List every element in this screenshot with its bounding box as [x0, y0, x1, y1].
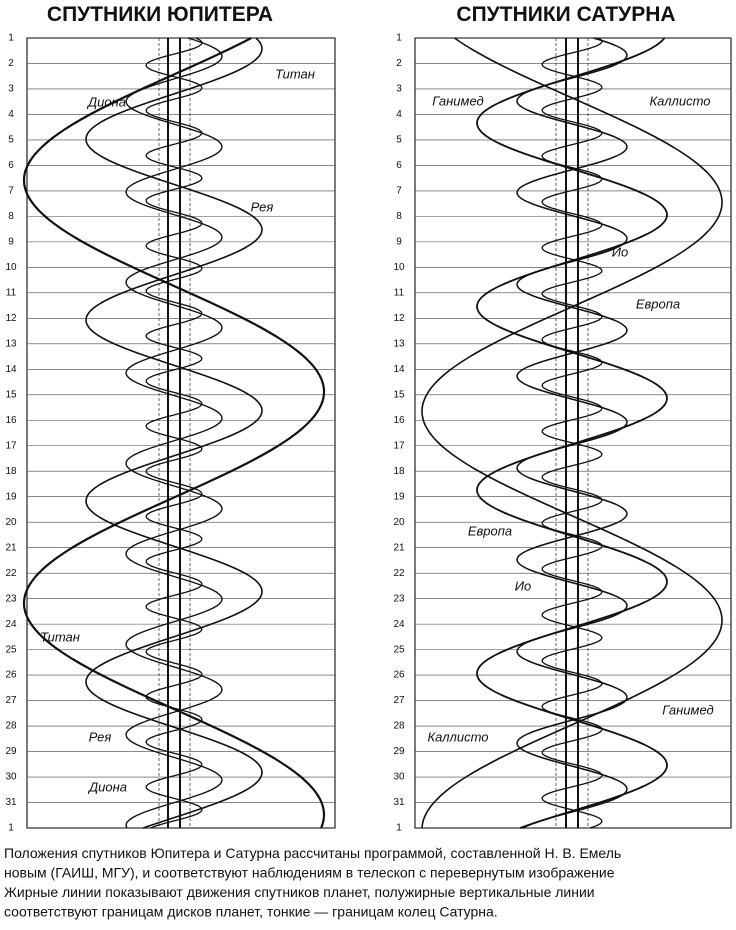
row-label: 1 [396, 823, 402, 834]
moon-label: Ио [515, 578, 532, 593]
row-label: 1 [8, 33, 14, 44]
row-label: 1 [8, 823, 14, 834]
row-label: 16 [393, 415, 405, 426]
moon-label: Ио [612, 244, 629, 259]
row-label: 21 [5, 542, 17, 553]
row-label: 9 [8, 237, 14, 248]
orbit-curve [421, 37, 723, 829]
row-label: 10 [5, 262, 17, 273]
moon-label: Рея [89, 729, 112, 744]
row-label: 17 [5, 440, 17, 451]
row-label: 8 [8, 211, 14, 222]
row-label: 6 [396, 160, 402, 171]
moon-label: Ганимед [432, 93, 483, 108]
row-label: 24 [5, 619, 17, 630]
row-label: 19 [5, 491, 17, 502]
row-label: 5 [396, 135, 402, 146]
row-label: 4 [8, 109, 14, 120]
row-label: 14 [393, 364, 405, 375]
row-label: 7 [396, 186, 402, 197]
orbit-curve [541, 37, 603, 829]
row-label: 18 [5, 466, 17, 477]
moon-label: Каллисто [649, 93, 710, 108]
moon-label: Европа [468, 523, 512, 538]
row-label: 30 [5, 772, 17, 783]
caption-line: Жирные линии показывают движения спутник… [4, 884, 595, 900]
row-label: 16 [5, 415, 17, 426]
row-label: 29 [5, 746, 17, 757]
row-label: 14 [5, 364, 17, 375]
orbit-curve [125, 37, 223, 829]
orbit-curve [145, 37, 203, 829]
row-label: 7 [8, 186, 14, 197]
moon-label: Диона [86, 94, 126, 109]
row-label: 25 [5, 644, 17, 655]
orbit-curve [476, 37, 668, 829]
row-label: 2 [396, 58, 402, 69]
moon-label: Европа [636, 296, 680, 311]
orbit-curve [85, 37, 263, 829]
row-label: 19 [393, 491, 405, 502]
moon-label: Титан [275, 66, 315, 81]
row-label: 29 [393, 746, 405, 757]
row-label: 12 [393, 313, 405, 324]
row-label: 20 [5, 517, 17, 528]
row-label: 22 [5, 568, 17, 579]
row-label: 11 [394, 287, 405, 298]
row-label: 9 [396, 237, 402, 248]
row-label: 6 [8, 160, 14, 171]
row-label: 30 [393, 772, 405, 783]
caption-line: Положения спутников Юпитера и Сатурна ра… [4, 845, 621, 861]
row-label: 17 [393, 440, 405, 451]
moon-label: Ганимед [662, 702, 713, 717]
row-label: 3 [396, 84, 402, 95]
row-label: 1 [396, 33, 402, 44]
moon-label: Рея [251, 199, 274, 214]
caption-line: соответствуют границам дисков планет, то… [4, 904, 498, 920]
row-label: 15 [393, 389, 405, 400]
panel-title: СПУТНИКИ САТУРНА [456, 3, 675, 26]
row-label: 11 [6, 287, 17, 298]
orbit-curve [516, 37, 628, 829]
moon-label: Диона [87, 779, 127, 794]
orbit-curve [22, 37, 326, 829]
row-label: 2 [8, 58, 14, 69]
row-label: 26 [393, 670, 405, 681]
row-label: 25 [393, 644, 405, 655]
caption-line: новым (ГАИШ, МГУ), и соответствуют наблю… [4, 865, 615, 881]
row-label: 12 [5, 313, 17, 324]
row-label: 5 [8, 135, 14, 146]
row-label: 27 [393, 695, 405, 706]
row-label: 28 [5, 721, 17, 732]
row-label: 27 [5, 695, 17, 706]
moon-label: Титан [40, 629, 80, 644]
row-label: 4 [396, 109, 402, 120]
row-label: 23 [5, 593, 17, 604]
row-label: 10 [393, 262, 405, 273]
row-label: 18 [393, 466, 405, 477]
row-label: 21 [393, 542, 405, 553]
row-label: 31 [393, 797, 405, 808]
row-label: 20 [393, 517, 405, 528]
row-label: 15 [5, 389, 17, 400]
moon-label: Каллисто [427, 729, 488, 744]
row-label: 26 [5, 670, 17, 681]
row-label: 28 [393, 721, 405, 732]
row-label: 31 [5, 797, 17, 808]
row-label: 23 [393, 593, 405, 604]
row-label: 13 [5, 338, 17, 349]
panel-title: СПУТНИКИ ЮПИТЕРА [47, 3, 273, 26]
row-label: 24 [393, 619, 405, 630]
row-label: 22 [393, 568, 405, 579]
row-label: 8 [396, 211, 402, 222]
row-label: 13 [393, 338, 405, 349]
row-label: 3 [8, 84, 14, 95]
